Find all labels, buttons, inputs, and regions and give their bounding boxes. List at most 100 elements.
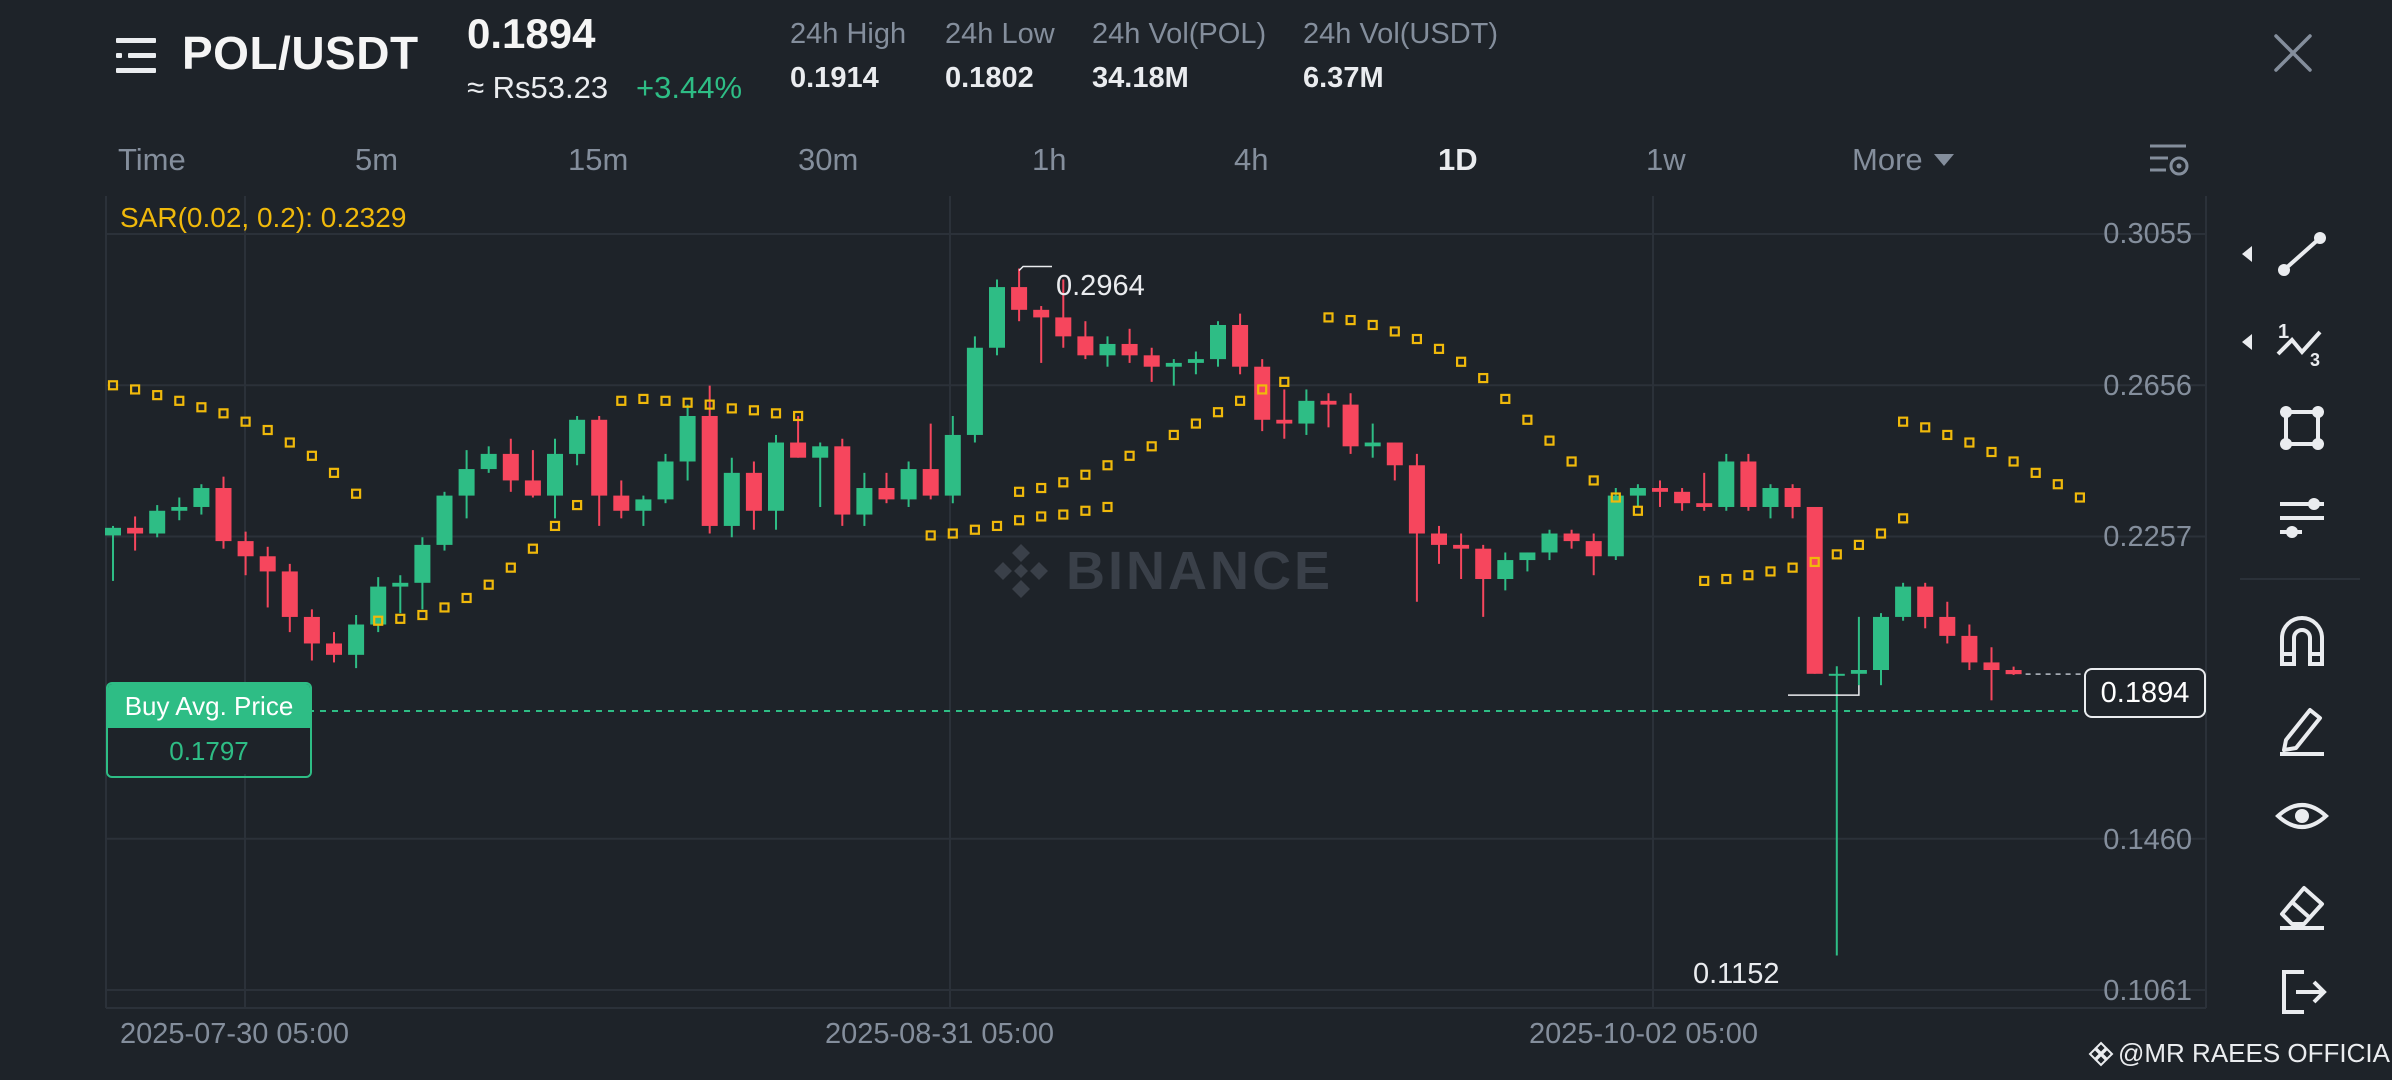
sar-dot: [969, 524, 981, 535]
candle-body: [723, 472, 740, 526]
shape-icon: [2280, 406, 2324, 450]
candle-body: [370, 586, 387, 625]
candle-body: [1143, 355, 1160, 367]
candle-body: [768, 442, 784, 511]
candle-body: [635, 499, 652, 511]
sar-dot: [1765, 566, 1776, 577]
candle-body: [1055, 317, 1072, 337]
toolbar-divider: [2240, 578, 2360, 580]
candle-body: [1961, 635, 1978, 663]
candle-body: [1099, 343, 1116, 356]
close-button[interactable]: [2270, 30, 2316, 76]
binance-logo-icon: [2088, 1041, 2114, 1066]
sar-dot: [1323, 312, 1334, 323]
candle-body: [657, 461, 674, 500]
timeframe-1h[interactable]: 1h: [1032, 142, 1067, 177]
stat-value-24h-low: 0.1802: [945, 62, 1034, 94]
fib-icon: 1 3: [2242, 321, 2322, 370]
sar-dot: [1787, 562, 1798, 573]
stat-value-24h-vol-quote: 6.37M: [1303, 62, 1384, 94]
sar-dot: [306, 450, 317, 461]
candle-body: [149, 510, 166, 534]
timeframe-more[interactable]: More: [1852, 142, 1955, 178]
indicator-lines-tool[interactable]: [2270, 488, 2334, 544]
sar-dot: [1743, 570, 1754, 581]
sar-indicator-label[interactable]: SAR(0.02, 0.2): 0.2329: [120, 202, 407, 233]
buy-avg-price-tag[interactable]: Buy Avg. Price 0.1797: [106, 682, 312, 778]
candle-body: [1585, 541, 1602, 557]
timeframe-more-label: More: [1852, 142, 1923, 177]
trading-pair-title[interactable]: POL/USDT: [182, 27, 419, 79]
exit-drawing-tool[interactable]: [2270, 964, 2334, 1020]
timeframe-30m[interactable]: 30m: [798, 142, 859, 177]
sar-dot: [991, 520, 1003, 532]
candle-body: [1629, 488, 1646, 496]
stat-label-24h-vol-base: 24h Vol(POL): [1092, 18, 1267, 50]
sar-dot: [152, 390, 163, 401]
candle-body: [966, 347, 983, 435]
sar-dot: [1036, 482, 1047, 494]
sar-dot: [351, 488, 362, 499]
watermark-text: BINANCE: [1066, 541, 1334, 601]
timeframe-4h[interactable]: 4h: [1234, 142, 1269, 177]
timeframe-5m[interactable]: 5m: [355, 142, 399, 177]
menu-button[interactable]: [112, 34, 160, 78]
magnet-tool[interactable]: [2270, 612, 2334, 668]
eraser-tool[interactable]: [2270, 876, 2334, 932]
trend-line-tool[interactable]: [2236, 226, 2336, 282]
candle-body: [326, 643, 342, 655]
svg-text:1: 1: [2278, 321, 2289, 343]
chart-settings-button[interactable]: [2146, 138, 2192, 182]
candle-body: [458, 469, 475, 496]
sar-dot: [1897, 513, 1909, 524]
stat-label-24h-vol-quote: 24h Vol(USDT): [1303, 18, 1499, 50]
draw-tool[interactable]: [2270, 700, 2334, 756]
candle-body: [1298, 400, 1315, 424]
timeframe-1d[interactable]: 1D: [1438, 142, 1478, 177]
timeframe-time[interactable]: Time: [118, 142, 186, 177]
timeframe-15m[interactable]: 15m: [568, 142, 629, 177]
sar-dot: [571, 499, 583, 511]
price-axis-tick: 0.2656: [2103, 370, 2192, 402]
sar-dot: [1058, 477, 1069, 488]
sar-dot: [461, 592, 472, 604]
sar-dot: [1478, 372, 1489, 384]
shape-tool[interactable]: [2270, 400, 2334, 456]
sar-dot: [638, 393, 649, 405]
stat-label-24h-high: 24h High: [790, 18, 907, 50]
sar-dot: [483, 579, 494, 590]
time-axis-tick: 2025-07-30 05:00: [120, 1018, 349, 1050]
chart-settings-icon: [2150, 144, 2189, 176]
sar-dot: [262, 424, 273, 436]
sar-dot: [1190, 418, 1202, 429]
candle-body: [1453, 544, 1470, 549]
visibility-tool[interactable]: [2270, 788, 2334, 844]
sar-dot: [925, 530, 936, 541]
sar-dot: [1588, 475, 1599, 486]
menu-icon: [116, 38, 156, 73]
svg-text:3: 3: [2310, 350, 2320, 370]
sar-dot: [1257, 384, 1268, 395]
sar-dot: [1080, 505, 1091, 516]
candle-body: [547, 453, 563, 496]
sar-dot: [395, 613, 406, 624]
candle-body: [392, 582, 409, 587]
sar-dot: [505, 562, 516, 573]
timeframe-1w[interactable]: 1w: [1646, 142, 1686, 177]
candle-body: [1740, 461, 1757, 507]
candle-body: [1033, 309, 1050, 318]
candle-body: [613, 495, 630, 511]
candle-body: [591, 419, 608, 496]
sar-dot: [1411, 333, 1423, 345]
binance-logo-icon: [994, 544, 1048, 598]
candle-body: [1431, 533, 1447, 545]
fibonacci-tool[interactable]: 1 3: [2236, 314, 2336, 370]
sar-dot: [284, 437, 295, 448]
sar-dot: [1522, 414, 1533, 425]
sar-dot: [1920, 422, 1931, 433]
candle-body: [480, 453, 497, 470]
candle-body: [1983, 662, 2000, 671]
candle-body: [1784, 488, 1801, 507]
sar-dot: [130, 384, 141, 395]
